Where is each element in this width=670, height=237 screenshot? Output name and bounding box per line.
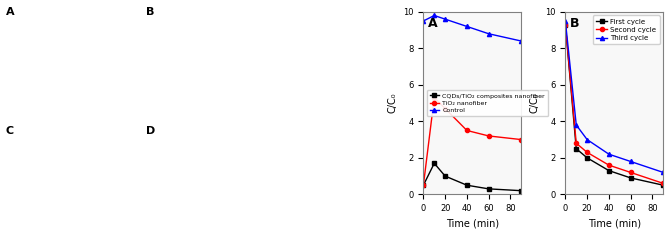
Line: Control: Control — [421, 14, 523, 43]
First cycle — [572, 147, 580, 150]
Third cycle — [605, 153, 613, 156]
TiO₂ nanofiber — [484, 135, 492, 137]
First cycle — [605, 169, 613, 172]
TiO₂ nanofiber — [463, 129, 471, 132]
Y-axis label: C/C₀: C/C₀ — [529, 93, 539, 114]
TiO₂ nanofiber — [419, 184, 427, 187]
First cycle — [561, 23, 569, 26]
CQDs/TiO₂ composites nanofiber — [441, 175, 449, 178]
First cycle — [626, 177, 634, 179]
First cycle — [583, 156, 591, 159]
Line: First cycle: First cycle — [563, 23, 665, 187]
Third cycle — [626, 160, 634, 163]
Line: CQDs/TiO₂ composites nanofiber: CQDs/TiO₂ composites nanofiber — [421, 161, 523, 193]
Line: TiO₂ nanofiber: TiO₂ nanofiber — [421, 96, 523, 187]
Second cycle — [561, 23, 569, 26]
Third cycle — [572, 123, 580, 126]
Second cycle — [626, 171, 634, 174]
Third cycle — [561, 20, 569, 23]
Second cycle — [583, 151, 591, 154]
X-axis label: Time (min): Time (min) — [446, 219, 499, 229]
TiO₂ nanofiber — [517, 138, 525, 141]
Third cycle — [583, 138, 591, 141]
Text: A: A — [428, 17, 438, 30]
Control — [517, 40, 525, 42]
Control — [484, 32, 492, 35]
Control — [463, 25, 471, 28]
Legend: First cycle, Second cycle, Third cycle: First cycle, Second cycle, Third cycle — [593, 15, 660, 44]
CQDs/TiO₂ composites nanofiber — [484, 187, 492, 190]
Text: B: B — [570, 17, 580, 30]
X-axis label: Time (min): Time (min) — [588, 219, 641, 229]
Control — [419, 20, 427, 23]
Line: Third cycle: Third cycle — [563, 19, 665, 174]
Line: Second cycle: Second cycle — [563, 23, 665, 186]
Third cycle — [659, 171, 667, 174]
CQDs/TiO₂ composites nanofiber — [517, 189, 525, 192]
Control — [441, 18, 449, 21]
CQDs/TiO₂ composites nanofiber — [463, 184, 471, 187]
Second cycle — [572, 142, 580, 145]
Text: A: A — [5, 7, 14, 17]
TiO₂ nanofiber — [441, 107, 449, 110]
First cycle — [659, 184, 667, 187]
Second cycle — [659, 182, 667, 185]
CQDs/TiO₂ composites nanofiber — [419, 184, 427, 187]
Legend: CQDs/TiO₂ composites nanofiber, TiO₂ nanofiber, Control: CQDs/TiO₂ composites nanofiber, TiO₂ nan… — [427, 90, 548, 116]
Text: C: C — [5, 126, 14, 136]
Text: B: B — [146, 7, 155, 17]
Control — [430, 14, 438, 17]
TiO₂ nanofiber — [430, 96, 438, 99]
Second cycle — [605, 164, 613, 167]
CQDs/TiO₂ composites nanofiber — [430, 162, 438, 165]
Text: D: D — [146, 126, 155, 136]
Y-axis label: C/C₀: C/C₀ — [388, 93, 397, 114]
